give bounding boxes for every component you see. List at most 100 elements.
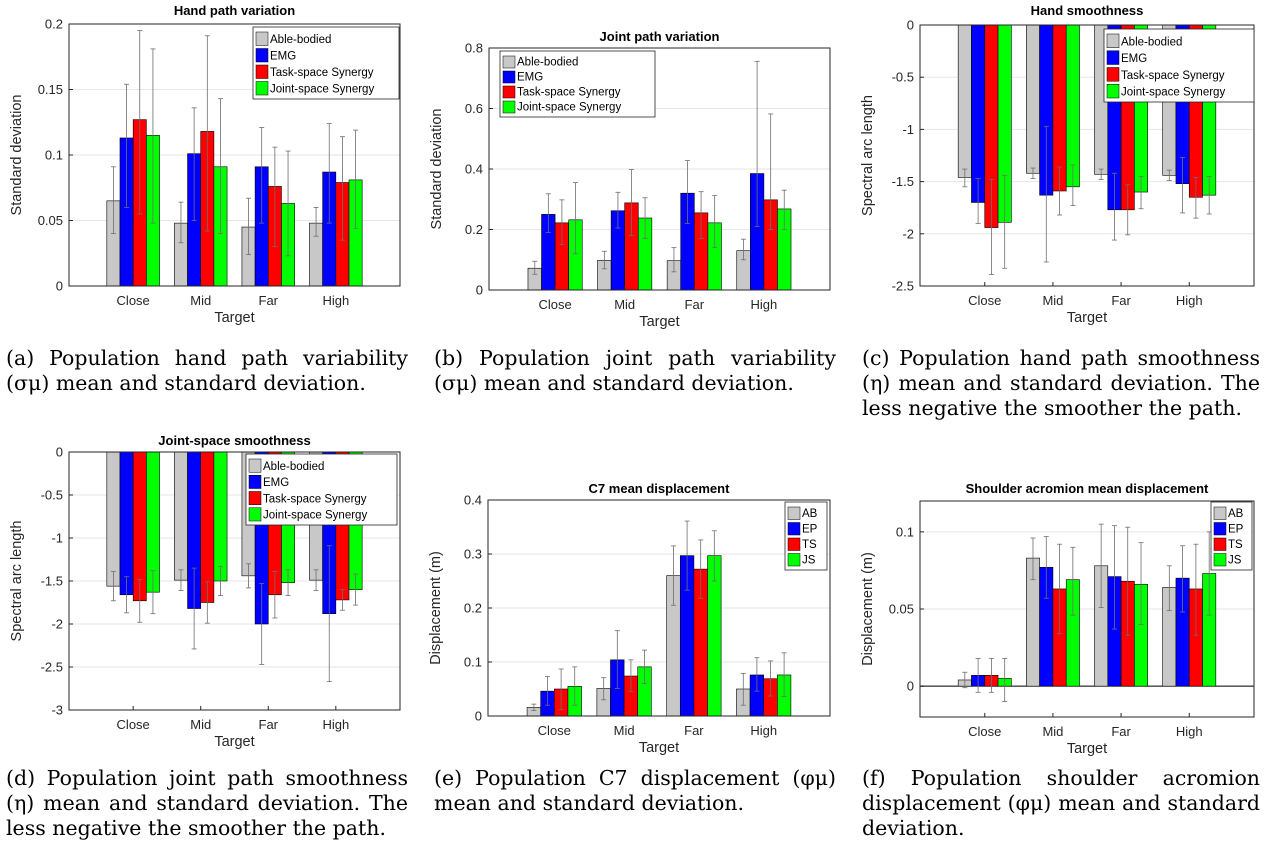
chart-panel-f: 0 0.05 0.1 Close Mid Far High Shoulder acromion… bbox=[850, 440, 1264, 780]
y-tick-label: -1.5 bbox=[41, 574, 63, 589]
bar-emg-close bbox=[119, 451, 134, 596]
bar-emg-close bbox=[971, 24, 986, 203]
x-axis-label: Target bbox=[214, 310, 254, 326]
y-axis-label: Spectral arc length bbox=[860, 95, 876, 216]
bar-able-bodied-mid bbox=[174, 451, 188, 581]
legend-label-task-space-synergy: Task-space Synergy bbox=[1121, 70, 1225, 82]
x-tick-label: Mid bbox=[614, 297, 635, 312]
chart-hand-path-variation: 0 0.05 0.1 0.15 0.2 Close Mid Far High Hand path … bbox=[9, 3, 401, 326]
x-tick-label: Far bbox=[1111, 293, 1131, 308]
legend-swatch-joint-space-synergy bbox=[502, 100, 516, 114]
y-tick-label: -2.5 bbox=[41, 660, 63, 675]
y-tick-label: 0.6 bbox=[465, 101, 483, 116]
chart-title: Hand smoothness bbox=[1031, 3, 1144, 18]
x-tick-label: High bbox=[751, 297, 778, 312]
legend-label-js: JS bbox=[1228, 555, 1242, 567]
chart-joint-path-variation: 0 0.2 0.4 0.6 0.8 Close Mid Far High Joint path v… bbox=[429, 29, 831, 330]
caption-b: (b) Population joint path variability (σ… bbox=[434, 346, 836, 395]
legend-swatch-task-space-synergy bbox=[248, 491, 262, 505]
x-tick-label: Mid bbox=[1042, 293, 1063, 308]
x-axis-label: Target bbox=[1067, 741, 1107, 757]
legend-swatch-js bbox=[1213, 553, 1227, 567]
legend-swatch-joint-space-synergy bbox=[248, 507, 262, 522]
y-tick-label: 0 bbox=[56, 279, 63, 294]
chart-title: Joint path variation bbox=[600, 29, 720, 44]
x-tick-label: High bbox=[322, 717, 349, 732]
legend: AB EP TS JS bbox=[784, 501, 828, 571]
legend-swatch-able-bodied bbox=[1106, 33, 1120, 48]
legend-label-emg: EMG bbox=[1121, 53, 1147, 65]
chart-title: Shoulder acromion mean displacement bbox=[966, 481, 1209, 496]
chart-panel-c: -2.5 -2 -1.5 -1 -0.5 0 Close Mid Far High Hand smo… bbox=[850, 0, 1264, 326]
caption-f: (f) Population shoulder acromion displac… bbox=[862, 766, 1260, 840]
legend-swatch-ts bbox=[1213, 537, 1227, 551]
y-tick-label: 0 bbox=[907, 18, 914, 33]
y-tick-label: -0.5 bbox=[41, 488, 63, 503]
chart-panel-b: 0 0.2 0.4 0.6 0.8 Close Mid Far High Joint path v… bbox=[429, 0, 850, 330]
y-tick-label: 0 bbox=[475, 709, 482, 724]
axes-frame bbox=[919, 24, 1255, 287]
legend-swatch-task-space-synergy bbox=[502, 85, 516, 99]
legend-label-able-bodied: Able-bodied bbox=[1121, 36, 1182, 48]
axes-frame bbox=[68, 451, 401, 711]
y-tick-label: -2 bbox=[902, 226, 914, 241]
bar-able-bodied-mid bbox=[1026, 24, 1040, 174]
y-tick-label: 0 bbox=[907, 679, 914, 694]
legend-swatch-emg bbox=[248, 475, 262, 489]
legend-label-emg: EMG bbox=[517, 72, 543, 84]
y-axis-label: Standard deviation bbox=[9, 95, 25, 216]
legend-swatch-ep bbox=[1213, 522, 1227, 536]
x-tick-label: High bbox=[1176, 293, 1203, 308]
y-tick-label: 0.1 bbox=[896, 524, 914, 539]
x-tick-label: High bbox=[322, 293, 349, 308]
bar-able-bodied-close bbox=[106, 451, 121, 587]
y-tick-label: 0.05 bbox=[889, 602, 914, 617]
x-tick-label: High bbox=[750, 723, 777, 738]
chart-panel-a: 0 0.05 0.1 0.15 0.2 Close Mid Far High Hand path … bbox=[0, 0, 420, 326]
chart-hand-smoothness: -2.5 -2 -1.5 -1 -0.5 0 Close Mid Far High Hand smo… bbox=[860, 3, 1255, 326]
bar-task-space-synergy-mid bbox=[200, 451, 215, 603]
y-tick-label: 0.4 bbox=[464, 493, 482, 508]
legend-swatch-ab bbox=[1213, 506, 1227, 520]
y-tick-label: 0 bbox=[56, 445, 63, 460]
x-tick-label: Far bbox=[259, 293, 279, 308]
legend-label-task-space-synergy: Task-space Synergy bbox=[517, 87, 621, 99]
legend-swatch-ts bbox=[787, 537, 801, 551]
legend-box bbox=[252, 26, 400, 100]
legend: Able-bodied EMG Task-space Synergy Joint-sp… bbox=[245, 453, 398, 526]
legend-label-joint-space-synergy: Joint-space Synergy bbox=[263, 510, 367, 522]
legend-box bbox=[1103, 28, 1255, 103]
chart-title: Hand path variation bbox=[174, 3, 295, 18]
legend-label-ts: TS bbox=[1228, 539, 1243, 551]
x-axis-label: Target bbox=[214, 734, 254, 750]
legend-swatch-emg bbox=[255, 48, 269, 63]
legend-swatch-task-space-synergy bbox=[255, 64, 269, 79]
y-tick-label: -3 bbox=[51, 703, 63, 718]
legend-box bbox=[499, 50, 656, 118]
bar-task-space-synergy-mid bbox=[1052, 24, 1067, 192]
y-tick-label: -1.5 bbox=[892, 174, 914, 189]
x-tick-label: Far bbox=[685, 297, 705, 312]
legend-swatch-task-space-synergy bbox=[1106, 67, 1120, 82]
chart-shoulder-acromion-displacement: 0 0.05 0.1 Close Mid Far High Shoulder acromion… bbox=[860, 481, 1255, 757]
legend-label-emg: EMG bbox=[263, 477, 289, 489]
bar-able-bodied-close bbox=[957, 24, 972, 178]
y-tick-label: -2 bbox=[51, 617, 63, 632]
legend-swatch-emg bbox=[1106, 50, 1120, 65]
x-tick-label: Close bbox=[968, 293, 1001, 308]
legend-label-able-bodied: Able-bodied bbox=[270, 34, 331, 46]
y-tick-label: 0.05 bbox=[38, 213, 63, 228]
axes-frame bbox=[68, 23, 401, 287]
legend-swatch-able-bodied bbox=[248, 458, 262, 473]
y-axis-label: Displacement (m) bbox=[428, 551, 444, 665]
legend-swatch-emg bbox=[502, 70, 516, 84]
legend-swatch-able-bodied bbox=[255, 31, 269, 46]
legend: AB EP TS JS bbox=[1210, 501, 1253, 571]
legend-label-ts: TS bbox=[802, 539, 817, 551]
caption-d: (d) Population joint path smoothness (η)… bbox=[6, 766, 408, 840]
axes-frame bbox=[919, 500, 1255, 718]
x-axis-label: Target bbox=[639, 314, 679, 330]
x-tick-label: Far bbox=[684, 723, 704, 738]
bar-joint-space-synergy-mid bbox=[1065, 24, 1080, 188]
legend-label-task-space-synergy: Task-space Synergy bbox=[263, 493, 367, 505]
